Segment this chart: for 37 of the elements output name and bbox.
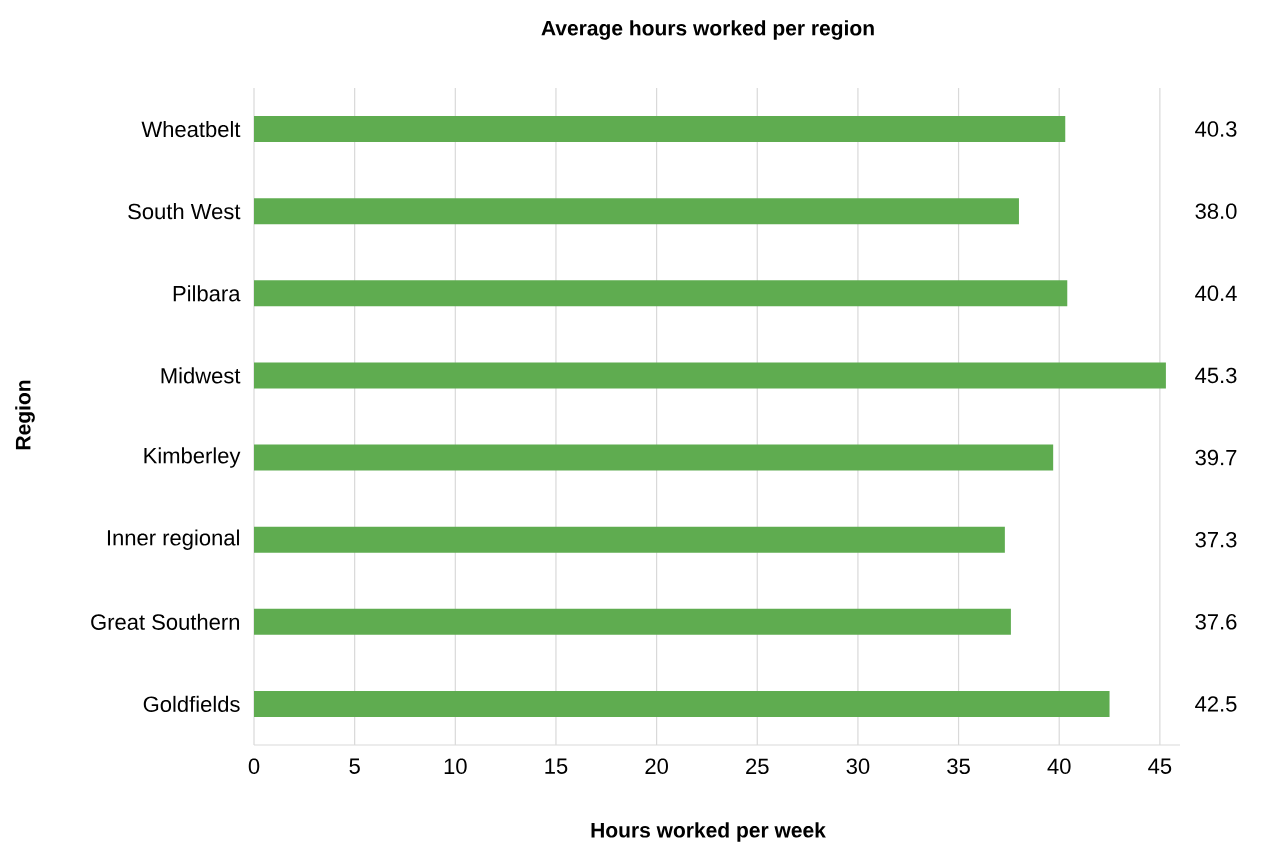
bar — [254, 116, 1066, 143]
bar — [254, 608, 1011, 635]
bar — [254, 690, 1110, 717]
data-label: 42.5 — [1195, 696, 1237, 712]
x-tick-label: 15 — [545, 758, 568, 774]
data-label: 39.7 — [1195, 449, 1237, 466]
data-label: 38.0 — [1195, 203, 1237, 219]
data-label: 40.3 — [1195, 121, 1237, 137]
x-tick-label: 10 — [444, 758, 467, 775]
y-tick-label: Midwest — [161, 367, 241, 384]
bar — [254, 444, 1054, 471]
bar — [254, 198, 1019, 225]
data-label: 40.4 — [1195, 285, 1237, 302]
y-tick-label: Kimberley — [144, 447, 241, 468]
y-tick-label: South West — [128, 203, 241, 220]
chart-title: Average hours worked per region — [541, 20, 874, 40]
bar — [254, 280, 1068, 307]
x-tick-label: 0 — [248, 758, 260, 775]
x-tick-label: 35 — [947, 758, 970, 775]
y-tick-label: Great Southern — [91, 613, 240, 630]
data-label: 45.3 — [1195, 367, 1237, 384]
x-tick-label: 40 — [1047, 758, 1071, 775]
y-axis-title: Region — [15, 380, 35, 450]
y-tick-label: Inner regional — [107, 529, 239, 550]
y-tick-label: Goldfields — [143, 695, 240, 713]
x-tick-label: 45 — [1148, 758, 1172, 774]
data-label: 37.6 — [1195, 614, 1237, 630]
bar — [254, 362, 1166, 389]
x-tick-label: 5 — [349, 758, 360, 774]
x-axis-title: Hours worked per week — [591, 822, 826, 842]
data-label: 37.3 — [1195, 531, 1237, 548]
x-tick-label: 20 — [645, 758, 668, 775]
y-tick-label: Pilbara — [173, 285, 241, 302]
bar — [254, 526, 1005, 553]
x-tick-label: 30 — [846, 758, 870, 775]
x-tick-label: 25 — [746, 758, 769, 775]
y-tick-label: Wheatbelt — [141, 120, 241, 138]
